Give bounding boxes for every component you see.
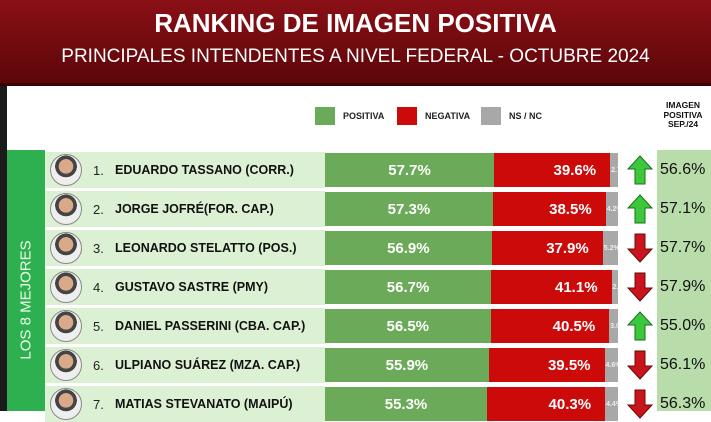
legend-nsnc: NS / NC: [481, 107, 542, 125]
legend-swatch: [315, 107, 335, 125]
bar-negativa: 40.3%: [487, 387, 606, 421]
arrow-up-icon: [627, 155, 653, 185]
left-border: [0, 86, 7, 411]
arrow-down-icon: [627, 272, 653, 302]
table-row: 3. LEONARDO STELATTO (POS.) 56.9%37.9%5.2%…: [45, 230, 705, 266]
previous-value: 56.3%: [660, 395, 706, 412]
bar-negativa: 40.5%: [490, 309, 610, 343]
rank-number: 2.: [93, 202, 104, 217]
previous-value: 56.1%: [660, 356, 706, 373]
bar-negativa: 38.5%: [492, 192, 606, 226]
mayor-name: EDUARDO TASSANO (CORR.): [115, 163, 294, 177]
arrow-shape: [627, 272, 653, 302]
group-label: LOS 8 MEJORES: [17, 240, 35, 360]
bar-negativa: 41.1%: [491, 270, 612, 304]
bar-negativa: 37.9%: [491, 231, 603, 265]
table-row: 1. EDUARDO TASSANO (CORR.) 57.7%39.6%2.7% 5…: [45, 152, 705, 188]
row-background: [45, 347, 325, 383]
bar-positiva: 56.9%: [325, 231, 492, 265]
arrow-shape: [627, 233, 653, 263]
avatar: [50, 193, 82, 225]
legend-negativa: NEGATIVA: [397, 107, 470, 125]
mayor-name: LEONARDO STELATTO (POS.): [115, 241, 297, 255]
rank-number: 3.: [93, 241, 104, 256]
mayor-name: ULPIANO SUÁREZ (MZA. CAP.): [115, 358, 301, 372]
bar-nsnc: 4.2%: [605, 192, 618, 226]
bar-nsnc: 4.4%: [605, 387, 618, 421]
previous-value: 57.7%: [660, 239, 706, 256]
arrow-down-icon: [627, 350, 653, 380]
bar-positiva: 56.5%: [325, 309, 491, 343]
table-row: 5. DANIEL PASSERINI (CBA. CAP.) 56.5% 40.5%…: [45, 308, 705, 344]
bar-positiva: 55.3%: [325, 387, 488, 421]
table-row: 7. MATIAS STEVANATO (MAIPÚ) 55.3%40.3%4.4%…: [45, 386, 705, 422]
rank-number: 5.: [93, 319, 104, 334]
legend-label: NS / NC: [509, 111, 543, 121]
previous-value: 57.1%: [660, 200, 706, 217]
avatar: [50, 388, 82, 420]
bar-positiva: 55.9%: [325, 348, 489, 382]
arrow-up-icon: [627, 194, 653, 224]
legend-swatch: [481, 107, 501, 125]
bar-positiva: 57.7%: [325, 153, 495, 187]
rank-number: 4.: [93, 280, 104, 295]
mayor-name: MATIAS STEVANATO (MAIPÚ): [115, 397, 293, 411]
arrow-shape: [627, 311, 653, 341]
bar-negativa: 39.5%: [488, 348, 605, 382]
bar-nsnc: 2.2%: [611, 270, 618, 304]
bar-nsnc: 5.2%: [602, 231, 618, 265]
previous-column: [657, 150, 711, 411]
rank-number: 7.: [93, 397, 104, 412]
chart-title: RANKING DE IMAGEN POSITIVA: [154, 8, 557, 38]
rank-number: 1.: [93, 163, 104, 178]
previous-value: 57.9%: [660, 278, 706, 295]
group-band: [7, 150, 45, 411]
row-background: [45, 269, 325, 305]
avatar: [50, 271, 82, 303]
legend-label: POSITIVA: [343, 111, 385, 121]
mayor-name: DANIEL PASSERINI (CBA. CAP.): [115, 319, 306, 333]
arrow-shape: [627, 350, 653, 380]
mayor-name: JORGE JOFRÉ(FOR. CAP.): [115, 202, 274, 216]
table-row: 2. JORGE JOFRÉ(FOR. CAP.) 57.3%38.5%4.2% 57…: [45, 191, 705, 227]
rank-number: 6.: [93, 358, 104, 373]
previous-column-header: IMAGEN POSITIVA SEP./24: [663, 100, 703, 129]
bar-negativa: 39.6%: [494, 153, 611, 187]
arrow-shape: [627, 155, 653, 185]
chart-subtitle: PRINCIPALES INTENDENTES A NIVEL FEDERAL …: [61, 46, 650, 67]
arrow-shape: [627, 389, 653, 419]
legend-label: NEGATIVA: [425, 111, 471, 121]
avatar: [50, 232, 82, 264]
mayor-name: GUSTAVO SASTRE (PMY): [115, 280, 269, 294]
previous-value: 56.6%: [660, 161, 706, 178]
bar-positiva: 56.7%: [325, 270, 492, 304]
avatar: [50, 349, 82, 381]
row-background: [45, 152, 325, 188]
arrow-shape: [627, 194, 653, 224]
bar-positiva: 57.3%: [325, 192, 493, 226]
header-banner: RANKING DE IMAGEN POSITIVA PRINCIPALES I…: [0, 0, 711, 86]
row-background: [45, 191, 325, 227]
table-row: 6. ULPIANO SUÁREZ (MZA. CAP.) 55.9% 39.5% 4.…: [45, 347, 705, 383]
arrow-down-icon: [627, 389, 653, 419]
avatar: [50, 310, 82, 342]
row-background: [45, 308, 325, 344]
legend-positiva: POSITIVA: [315, 107, 384, 125]
legend-swatch: [397, 107, 417, 125]
bar-nsnc: 3.0%: [609, 309, 618, 343]
table-row: 4. GUSTAVO SASTRE (PMY) 56.7%41.1%2.2% 57.9…: [45, 269, 705, 305]
arrow-up-icon: [627, 311, 653, 341]
previous-value: 55.0%: [660, 317, 706, 334]
row-background: [45, 230, 325, 266]
bar-nsnc: 2.7%: [610, 153, 618, 187]
bar-nsnc: 4.6%: [604, 348, 618, 382]
avatar: [50, 154, 82, 186]
arrow-down-icon: [627, 233, 653, 263]
